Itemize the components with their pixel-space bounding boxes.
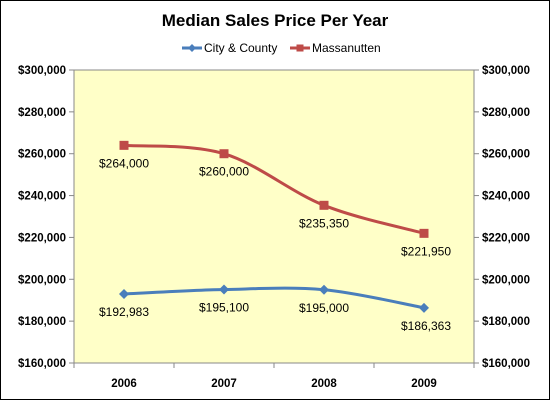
data-point	[219, 149, 229, 159]
y-tick-label-left: $280,000	[18, 107, 66, 119]
data-label: $260,000	[199, 165, 249, 179]
data-label: $192,983	[99, 305, 149, 319]
data-point	[319, 284, 329, 295]
legend-marker	[296, 44, 304, 52]
legend-marker	[188, 44, 196, 52]
series-line-massanutten	[123, 143, 425, 235]
y-tick-label-left: $240,000	[18, 191, 66, 203]
y-tick-label-right: $220,000	[482, 232, 530, 244]
x-tick-label: 2007	[211, 378, 237, 390]
legend-label: Massanutten	[312, 41, 381, 55]
y-tick-label-right: $280,000	[482, 107, 530, 119]
y-tick-label-right: $300,000	[482, 65, 530, 77]
chart-title: Median Sales Price Per Year	[162, 11, 389, 30]
x-tick-label: 2008	[311, 378, 337, 390]
y-tick-label-left: $220,000	[18, 232, 66, 244]
y-tick-label-right: $240,000	[482, 191, 530, 203]
series-layer: $192,983 $195,100 $195,000 $186,363 $264,000…	[99, 140, 451, 333]
y-tick-label-right: $200,000	[482, 274, 530, 286]
axes: $160,000 $160,000 $180,000 $180,000 $200,000…	[18, 65, 530, 390]
data-label: $195,000	[299, 301, 349, 315]
series-line-city-county	[123, 286, 425, 310]
y-tick-label-left: $180,000	[18, 316, 66, 328]
y-tick-label-right: $180,000	[482, 316, 530, 328]
y-tick-label-left: $200,000	[18, 274, 66, 286]
data-point	[219, 284, 229, 295]
y-tick-label-left: $300,000	[18, 65, 66, 77]
data-label: $235,350	[299, 216, 349, 230]
legend: City & County Massanutten	[182, 41, 381, 55]
y-tick-label-right: $260,000	[482, 149, 530, 161]
y-tick-label-left: $260,000	[18, 149, 66, 161]
data-point	[319, 200, 329, 210]
legend-label: City & County	[204, 41, 277, 55]
x-tick-label: 2006	[111, 378, 137, 390]
data-label: $186,363	[401, 319, 451, 333]
data-label: $264,000	[99, 156, 149, 170]
data-point	[119, 288, 129, 299]
data-point	[419, 228, 429, 238]
plot-area	[73, 69, 475, 364]
data-label: $195,100	[199, 301, 249, 315]
y-tick-label-right: $160,000	[482, 358, 530, 370]
x-tick-label: 2009	[411, 378, 437, 390]
y-tick-label-left: $160,000	[18, 358, 66, 370]
data-point	[419, 302, 429, 313]
data-point	[119, 140, 129, 150]
data-label: $221,950	[401, 244, 451, 258]
